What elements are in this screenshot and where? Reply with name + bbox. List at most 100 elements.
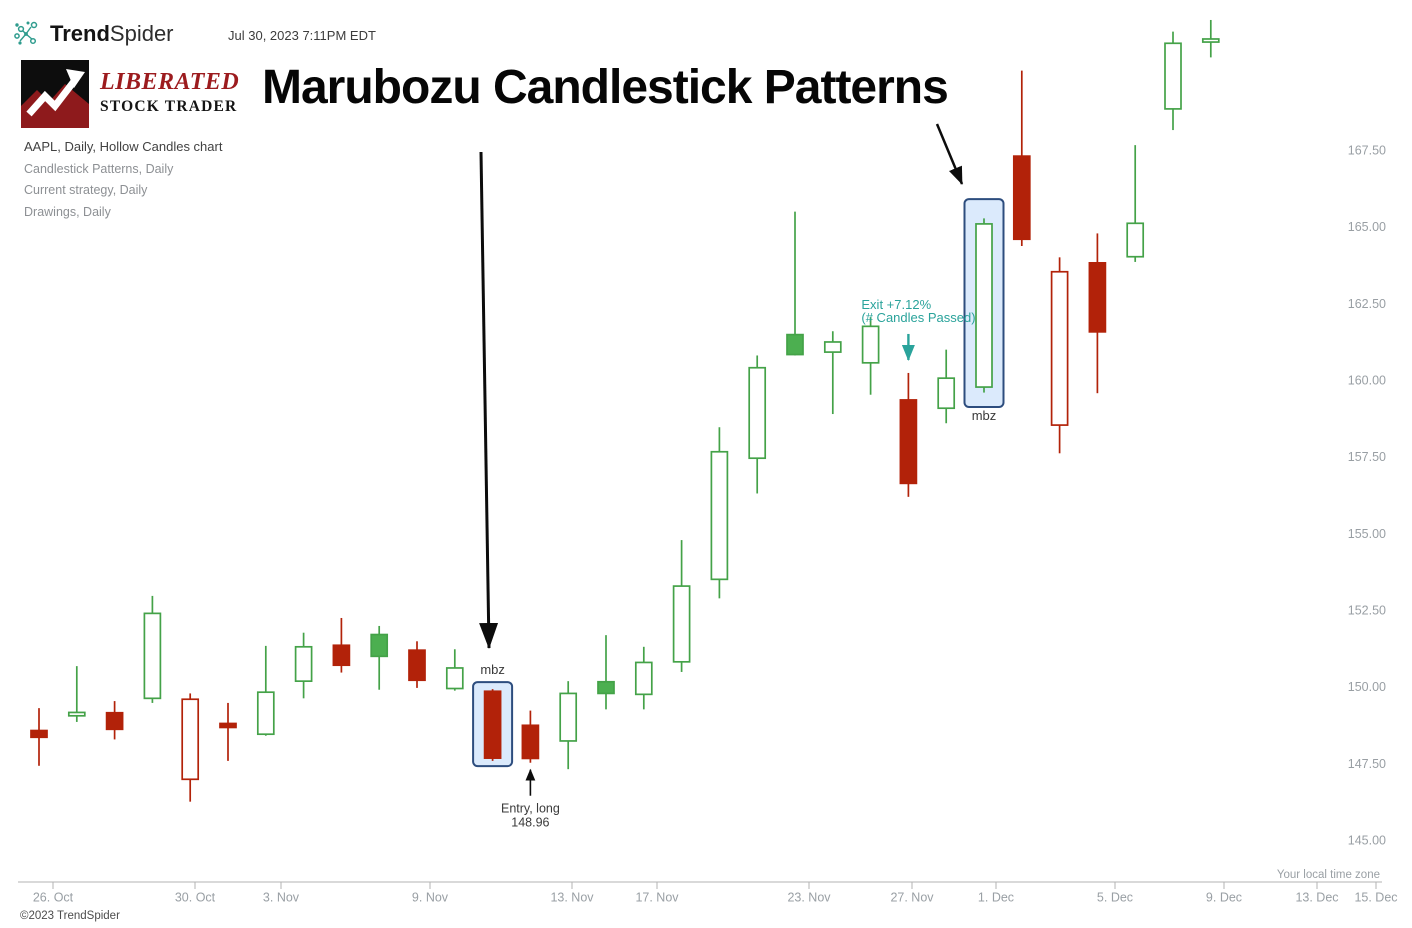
candle <box>1050 257 1069 454</box>
candle <box>861 317 880 395</box>
candle-body <box>1088 262 1107 333</box>
candle <box>143 595 162 703</box>
candle <box>30 708 48 766</box>
x-axis-label: 3. Nov <box>263 891 300 905</box>
candle-body <box>786 333 804 356</box>
candle-body <box>861 325 880 364</box>
candle <box>521 710 540 763</box>
x-axis-label: 27. Nov <box>890 891 934 905</box>
candle-body <box>1164 42 1182 110</box>
y-axis-label: 167.50 <box>1348 144 1386 158</box>
lst-logo-text: LIBERATED STOCK TRADER <box>100 60 239 128</box>
candle <box>105 701 124 740</box>
entry-price: 148.96 <box>511 816 549 830</box>
x-axis-label: 30. Oct <box>175 891 216 905</box>
candle <box>748 355 767 494</box>
candle <box>445 649 464 691</box>
exit-sublabel: (# Candles Passed) <box>861 310 975 325</box>
exit-label: Exit +7.12% <box>861 297 931 312</box>
stock-chart-arrow-logo <box>21 60 89 128</box>
y-axis-label: 165.00 <box>1348 220 1386 234</box>
candle-body <box>521 724 540 760</box>
y-axis-label: 160.00 <box>1348 374 1386 388</box>
x-axis-label: 17. Nov <box>635 891 679 905</box>
liberated-stock-trader-logo: LIBERATED STOCK TRADER <box>21 60 239 128</box>
candle-body <box>67 711 86 717</box>
candle <box>710 427 729 599</box>
candle-body <box>370 633 389 658</box>
candle <box>634 646 653 710</box>
candle-body <box>634 661 653 696</box>
candle <box>181 693 200 802</box>
x-axis-label: 23. Nov <box>787 891 831 905</box>
candle-body <box>408 649 426 682</box>
candle-body <box>937 377 956 410</box>
candle <box>219 702 237 761</box>
trendspider-logo: TrendSpider <box>13 20 174 48</box>
candle-body <box>710 450 729 581</box>
x-axis-label: 9. Dec <box>1206 891 1242 905</box>
candle-body <box>597 680 615 695</box>
exit-annotation: Exit +7.12%(# Candles Passed) <box>861 297 976 361</box>
x-axis-label: 9. Nov <box>412 891 449 905</box>
candle <box>370 625 389 690</box>
candle <box>332 617 351 673</box>
candle <box>1164 31 1182 131</box>
candle-body <box>256 691 275 736</box>
candle <box>483 689 502 761</box>
candle <box>597 635 615 710</box>
title-arrow <box>935 123 964 185</box>
brand-name-light: Spider <box>109 21 174 46</box>
candle <box>559 681 578 770</box>
copyright-note: ©2023 TrendSpider <box>20 910 120 922</box>
x-axis-label: 13. Dec <box>1295 891 1338 905</box>
candle-body <box>105 711 124 731</box>
x-axis-label: 13. Nov <box>550 891 594 905</box>
candle-body <box>1201 38 1220 43</box>
trendspider-molecule-icon <box>14 21 38 45</box>
candle-body <box>975 223 993 388</box>
y-axis-label: 157.50 <box>1348 450 1386 464</box>
candle-body <box>1050 270 1069 426</box>
pattern-label: mbz <box>480 662 505 677</box>
candle <box>899 372 918 497</box>
candle-body <box>294 645 313 683</box>
candle <box>1201 19 1220 58</box>
candle-body <box>748 366 767 460</box>
candle <box>1012 70 1031 246</box>
candle-body <box>1126 222 1145 258</box>
y-axis-label: 147.50 <box>1348 757 1386 771</box>
candle <box>786 211 804 356</box>
trendspider-wordmark: TrendSpider <box>50 21 174 47</box>
chart-info-panel: AAPL, Daily, Hollow Candles chart Candle… <box>24 139 222 219</box>
candle-body <box>219 722 237 729</box>
y-axis-label: 145.00 <box>1348 834 1386 848</box>
candle-body <box>143 612 162 700</box>
candle <box>408 641 426 688</box>
indicator-current-strategy[interactable]: Current strategy, Daily <box>24 183 148 197</box>
indicator-candlestick-patterns[interactable]: Candlestick Patterns, Daily <box>24 161 174 176</box>
candle <box>1088 233 1107 394</box>
candle-body <box>332 644 351 667</box>
y-axis-label: 162.50 <box>1348 297 1386 311</box>
page-title: Marubozu Candlestick Patterns <box>262 61 949 114</box>
chart-symbol-info[interactable]: AAPL, Daily, Hollow Candles chart <box>24 139 223 154</box>
y-axis-label: 150.00 <box>1348 680 1386 694</box>
lst-logo-subtitle: STOCK TRADER <box>100 98 238 115</box>
candle-body <box>823 341 842 353</box>
candle <box>975 218 993 393</box>
x-axis-label: 5. Dec <box>1097 891 1133 905</box>
candle-body <box>445 667 464 690</box>
x-axis-label: 26. Oct <box>33 891 74 905</box>
candle <box>672 540 691 672</box>
candle <box>67 666 86 722</box>
candle-body <box>559 692 578 742</box>
x-axis-label: 1. Dec <box>978 891 1014 905</box>
candle <box>256 645 275 736</box>
indicator-drawings[interactable]: Drawings, Daily <box>24 204 111 219</box>
entry-label: Entry, long <box>501 802 560 816</box>
candle-body <box>181 698 200 781</box>
pattern-label: mbz <box>972 408 997 423</box>
